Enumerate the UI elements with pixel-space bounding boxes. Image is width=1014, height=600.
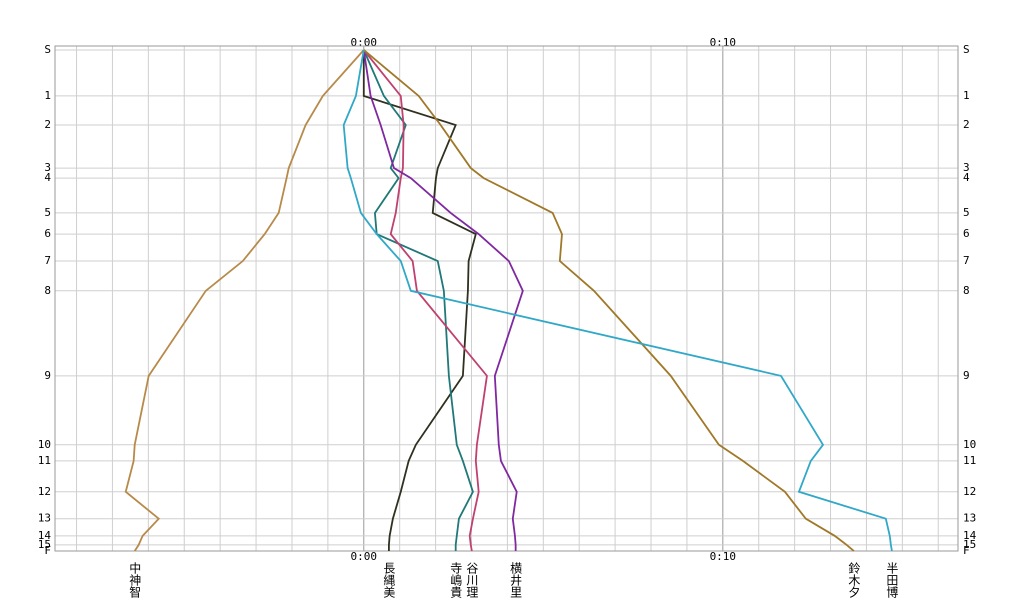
x-tick-label: 0:10 [710,36,737,49]
y-tick-label: F [44,544,51,557]
y-tick-label: 9 [963,369,970,382]
series-name: 鈴木夕 [847,561,861,599]
y-tick-label: 10 [963,438,976,451]
y-tick-label: 7 [44,254,51,267]
y-tick-label: 15 [38,538,51,551]
y-tick-label: 14 [963,529,977,542]
y-tick-label: 3 [44,161,51,174]
series-line [362,50,477,551]
y-tick-label: 6 [44,227,51,240]
y-tick-label: 2 [44,118,51,131]
y-tick-label: 4 [963,171,970,184]
series-line [124,49,365,552]
y-tick-label: 12 [38,485,51,498]
y-tick-label: 13 [38,512,51,525]
y-tick-label: 11 [963,454,976,467]
x-tick-label: 0:10 [710,550,737,563]
y-tick-label: 15 [963,538,976,551]
y-tick-label: 1 [44,89,51,102]
series-name: 横井里 [509,562,523,598]
y-tick-label: 14 [38,529,52,542]
series-line [362,49,474,551]
y-tick-label: 10 [38,438,51,451]
y-tick-label: 11 [38,454,51,467]
y-tick-label: 5 [963,206,970,219]
series-name: 寺嶋貴 [449,562,463,599]
series-name: 谷川理 [465,562,479,598]
y-tick-label: S [44,43,51,56]
series-line [363,49,488,552]
x-tick-label: 0:00 [351,550,378,563]
y-tick-label: 6 [963,227,970,240]
y-tick-label: 13 [963,512,976,525]
y-tick-label: 8 [44,284,51,297]
y-tick-label: 9 [44,369,51,382]
y-tick-label: F [963,544,970,557]
series-name: 中神智 [128,561,142,599]
y-tick-label: 12 [963,485,976,498]
series-line [363,49,855,552]
y-tick-label: 7 [963,254,970,267]
y-tick-label: 8 [963,284,970,297]
series-name: 半田博 [885,562,899,598]
series-name: 長縄美 [382,562,396,598]
y-tick-label: 3 [963,161,970,174]
y-tick-label: S [963,43,970,56]
series-line [362,49,524,551]
x-tick-label: 0:00 [351,36,378,49]
series-line [342,49,893,552]
y-tick-label: 2 [963,118,970,131]
y-tick-label: 5 [44,206,51,219]
plot-frame [54,45,959,552]
y-tick-label: 4 [44,171,51,184]
y-tick-label: 1 [963,89,970,102]
